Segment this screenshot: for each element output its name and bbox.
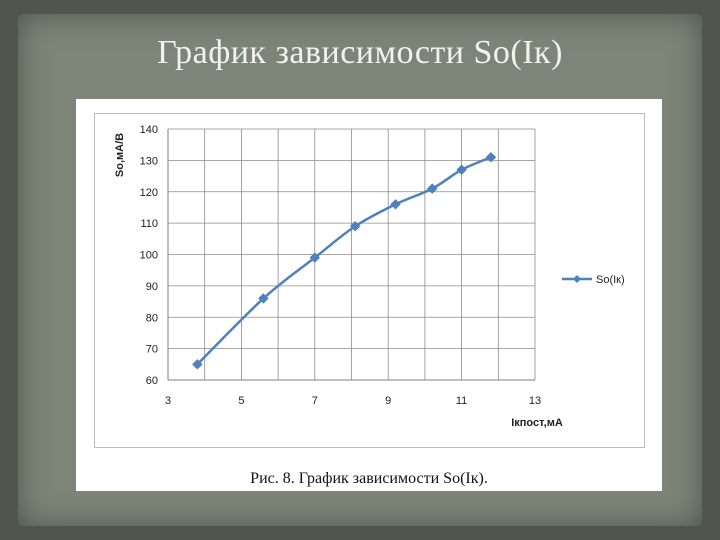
data-point-marker [427, 183, 438, 194]
y-tick-label: 130 [140, 155, 158, 167]
figure-caption: Рис. 8. График зависимости So(Iк). [250, 470, 488, 487]
data-point-marker [456, 164, 467, 175]
x-tick-label: 11 [456, 395, 467, 407]
legend-label: So(Iк) [596, 274, 625, 286]
y-tick-label: 120 [140, 187, 158, 199]
data-point-marker [390, 199, 401, 210]
slide-title: График зависимости So(Iк) [157, 34, 563, 71]
y-tick-label: 90 [146, 281, 158, 293]
x-tick-label: 13 [529, 395, 541, 407]
y-tick-label: 60 [146, 375, 158, 387]
y-tick-label: 140 [140, 124, 158, 136]
data-point-marker [258, 293, 269, 304]
chart-area [94, 113, 645, 448]
x-tick-label: 7 [312, 395, 318, 407]
legend-marker [573, 275, 581, 283]
x-tick-label: 3 [165, 395, 171, 407]
y-tick-label: 100 [140, 250, 158, 262]
data-point-marker [192, 359, 203, 370]
y-tick-label: 70 [146, 344, 158, 356]
x-tick-label: 9 [385, 395, 391, 407]
data-point-marker [349, 221, 361, 232]
x-tick-label: 5 [238, 395, 244, 407]
x-axis-title: Iкпост,мА [511, 417, 563, 429]
y-tick-label: 80 [146, 312, 158, 324]
y-tick-label: 110 [140, 218, 158, 230]
data-point-marker [309, 252, 321, 263]
data-point-marker [485, 152, 497, 163]
y-axis-title: So,мА/В [114, 133, 126, 177]
